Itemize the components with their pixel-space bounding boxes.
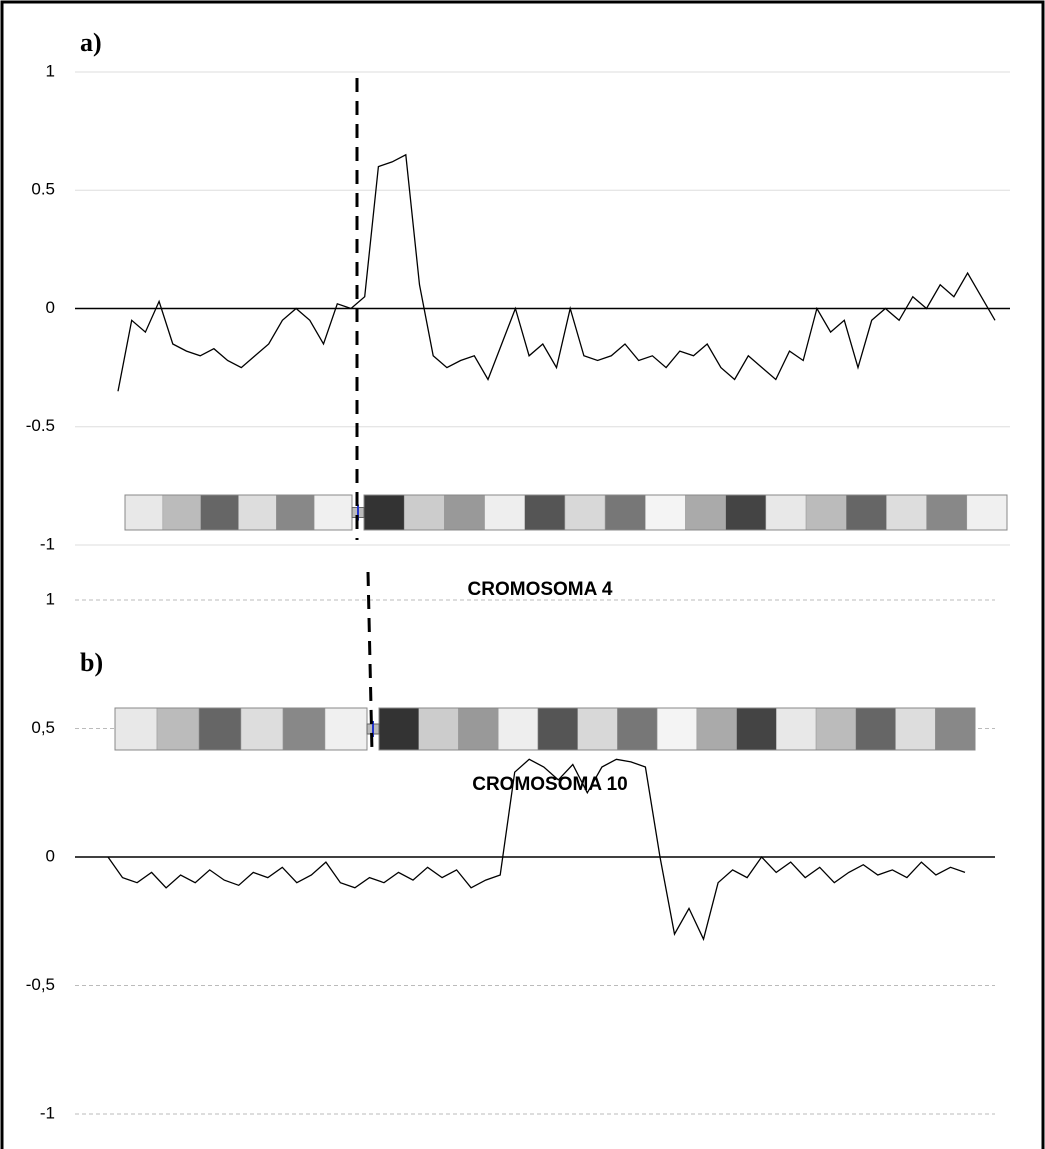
chromosome-band <box>696 707 737 751</box>
chromosome-band <box>776 707 817 751</box>
x-label: CROMOSOMA 4 <box>468 579 613 600</box>
chromosome-band <box>378 707 419 751</box>
data-line <box>117 153 996 392</box>
chromosome-band <box>114 707 158 751</box>
chromosome-band <box>313 494 353 531</box>
y-tick-label: -1 <box>40 534 55 553</box>
y-tick-label: 1 <box>46 589 55 608</box>
data-line <box>107 758 966 942</box>
chromosome-band <box>765 494 807 531</box>
chromosome-band <box>886 494 927 531</box>
chromosome-band <box>926 494 968 531</box>
centromere-guide <box>366 571 374 753</box>
chromosome-band <box>935 707 976 751</box>
y-tick-label: -0,5 <box>26 975 55 994</box>
y-tick-label: 1 <box>46 61 55 80</box>
chromosome-band <box>736 707 777 751</box>
chromosome-band <box>645 494 686 531</box>
chromosome-band <box>524 494 566 531</box>
y-tick-label: 0 <box>46 846 55 865</box>
chromosome-band <box>656 707 698 751</box>
chromosome-band <box>846 494 887 531</box>
y-tick-label: 0,5 <box>31 718 55 737</box>
chromosome-band <box>685 494 726 531</box>
y-tick-label: 0 <box>46 298 55 317</box>
chromosome-band <box>604 494 646 531</box>
chromosome-band <box>725 494 767 531</box>
chromosome-band <box>855 707 896 751</box>
panel-title: b) <box>80 648 103 677</box>
chromosome-band <box>363 494 405 531</box>
chromosome-band <box>418 707 459 751</box>
chromosome-band <box>444 494 485 531</box>
chromosome-band <box>966 494 1008 531</box>
chromosome-band <box>577 707 618 751</box>
chromosome-band <box>240 707 284 751</box>
chromosome-band <box>156 707 200 751</box>
chromosome-band <box>815 707 857 751</box>
chromosome-band <box>458 707 499 751</box>
chromosome-band <box>324 707 368 751</box>
y-tick-label: -1 <box>40 1103 55 1122</box>
chromosome-band <box>497 707 539 751</box>
chromosome-band <box>282 707 326 751</box>
chromosome-band <box>537 707 578 751</box>
chromosome-band <box>198 707 242 751</box>
x-label: CROMOSOMA 10 <box>472 774 628 795</box>
chromosome-band <box>564 494 606 531</box>
chromosome-band <box>162 494 201 531</box>
y-tick-label: -0.5 <box>26 416 55 435</box>
chromosome-band <box>484 494 525 531</box>
chromosome-band <box>124 494 164 531</box>
panel-title: a) <box>80 28 102 57</box>
chromosome-band <box>617 707 658 751</box>
chromosome-band <box>238 494 277 531</box>
chromosome-band <box>276 494 315 531</box>
y-tick-label: 0.5 <box>31 180 55 199</box>
chromosome-band <box>200 494 239 531</box>
chromosome-band <box>403 494 445 531</box>
chromosome-band <box>895 707 936 751</box>
chromosome-band <box>805 494 847 531</box>
